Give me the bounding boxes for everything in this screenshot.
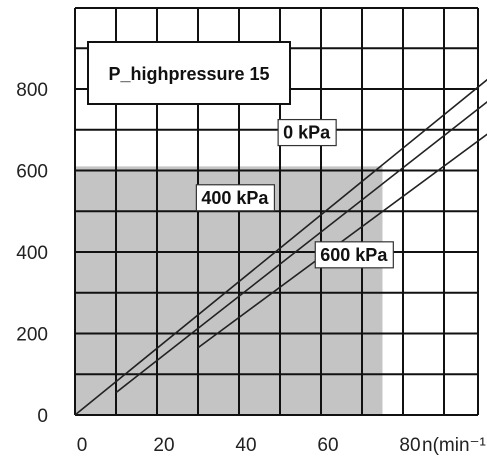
y-tick-label: 0 xyxy=(37,406,48,427)
series-label-0: 0 kPa xyxy=(277,118,337,147)
series-line-2 xyxy=(197,133,487,349)
x-tick-label: 80 xyxy=(399,435,420,456)
y-tick-label: 400 xyxy=(16,243,48,264)
y-tick-label: 800 xyxy=(16,80,48,101)
series-label-text: 0 kPa xyxy=(283,123,331,143)
series-label-2: 600 kPa xyxy=(314,241,394,269)
series-label-box xyxy=(195,184,276,212)
chart-title: P_highpressure 15 xyxy=(108,64,269,84)
series-label-box xyxy=(314,241,394,269)
chart-title-box xyxy=(87,41,291,105)
series-label-text: 400 kPa xyxy=(201,188,269,208)
x-tick-label: 0 xyxy=(77,435,88,456)
series-label-1: 400 kPa xyxy=(195,184,276,212)
series-label-box xyxy=(277,118,337,147)
y-tick-label: 200 xyxy=(16,325,48,346)
x-tick-label: 60 xyxy=(317,435,338,456)
x-tick-label: 40 xyxy=(235,435,256,456)
x-tick-label: 20 xyxy=(153,435,174,456)
x-axis-label: n(min⁻¹ xyxy=(422,435,486,456)
y-tick-label: 600 xyxy=(16,162,48,183)
series-label-text: 600 kPa xyxy=(320,245,388,265)
series-line-0 xyxy=(74,78,487,416)
series-line-1 xyxy=(115,100,487,394)
